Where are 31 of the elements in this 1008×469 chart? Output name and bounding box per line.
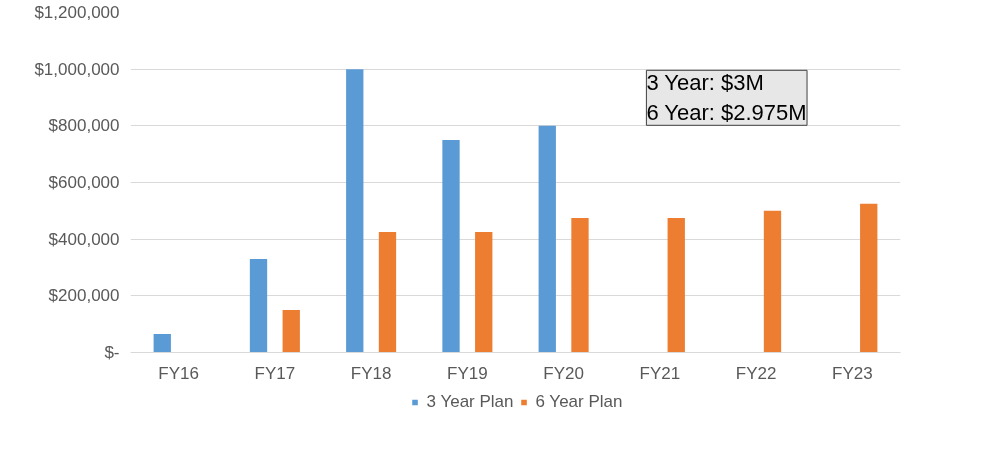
x-tick-label: FY19 bbox=[447, 363, 488, 383]
bar bbox=[153, 334, 171, 353]
x-tick-label: FY20 bbox=[543, 363, 584, 383]
bar bbox=[763, 210, 782, 353]
y-tick-label: $400,000 bbox=[48, 229, 120, 249]
bar bbox=[860, 203, 878, 353]
bar bbox=[538, 125, 556, 353]
bar bbox=[378, 232, 397, 353]
x-tick-label: FY22 bbox=[735, 363, 777, 383]
y-tick-label: $1,000,000 bbox=[34, 59, 120, 79]
bar bbox=[571, 217, 589, 353]
bar bbox=[475, 232, 493, 353]
legend-label: 6 Year Plan bbox=[535, 392, 623, 412]
annotation: 3 Year: $3M bbox=[646, 70, 764, 96]
y-tick-label: $800,000 bbox=[48, 116, 120, 136]
bar bbox=[667, 217, 685, 353]
x-tick-label: FY17 bbox=[254, 363, 296, 383]
x-tick-label: FY23 bbox=[832, 363, 873, 383]
x-tick-label: FY18 bbox=[350, 363, 392, 383]
bar bbox=[442, 140, 460, 353]
y-tick-label: $600,000 bbox=[48, 173, 120, 192]
bar bbox=[346, 69, 364, 353]
x-tick-label: FY21 bbox=[639, 363, 681, 383]
y-tick-label: $1,200,000 bbox=[34, 3, 120, 22]
y-tick-label: $200,000 bbox=[48, 286, 120, 306]
bar bbox=[249, 259, 268, 353]
y-tick-label: $- bbox=[104, 343, 120, 362]
bar bbox=[282, 310, 300, 353]
annotation: 6 Year: $2.975M bbox=[646, 100, 807, 126]
x-tick-label: FY16 bbox=[158, 363, 199, 383]
legend-label: 3 Year Plan bbox=[426, 392, 514, 412]
